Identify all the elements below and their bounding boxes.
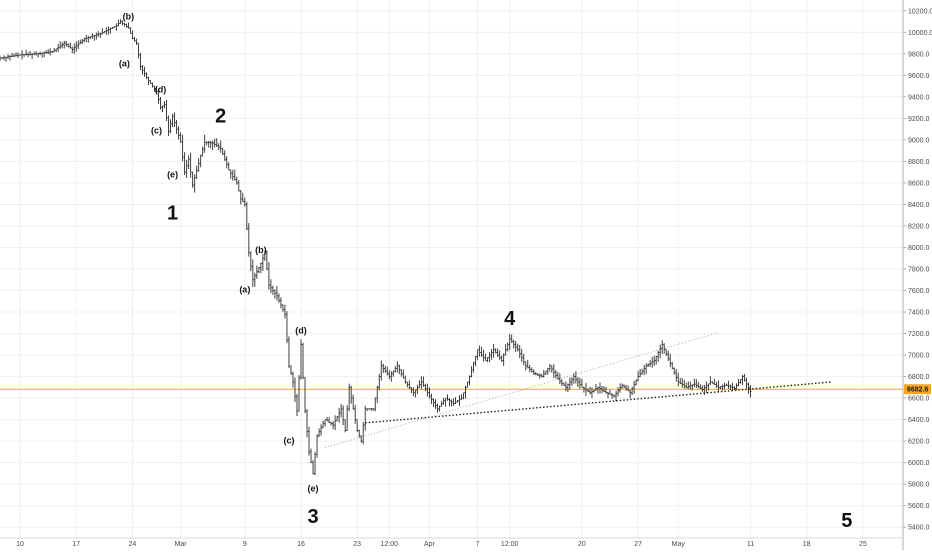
y-tick-label: 8600.0	[908, 180, 930, 187]
x-tick-label: 9	[243, 541, 247, 548]
wave-label-major: 5	[841, 510, 852, 532]
y-tick-label: 6600.0	[908, 396, 930, 403]
x-tick-label: 27	[634, 541, 642, 548]
x-tick-label: Mar	[175, 541, 188, 548]
y-tick-label: 5600.0	[908, 503, 930, 510]
trendline	[324, 332, 719, 448]
wave-label-minor: (d)	[155, 85, 167, 95]
y-tick-label: 5800.0	[908, 482, 930, 489]
wave-labels: (b) (a) (d) (c) (e) 1 2 (b) (a) (d) (c) (e) 3 4 5	[119, 11, 852, 532]
x-tick-label: 16	[297, 541, 305, 548]
y-tick-label: 6800.0	[908, 374, 930, 381]
x-tick-label: 7	[476, 541, 480, 548]
wave-label-minor: (e)	[308, 484, 319, 494]
wave-label-major: 2	[215, 106, 226, 128]
y-tick-label: 8800.0	[908, 159, 930, 166]
wave-label-minor: (c)	[151, 125, 162, 135]
x-tick-label: 12:00	[501, 541, 519, 548]
y-tick-label: 8200.0	[908, 223, 930, 230]
y-tick-label: 7600.0	[908, 288, 930, 295]
current-price-tag-label: 6682.6	[907, 387, 929, 394]
x-tick-label: 12:00	[381, 541, 399, 548]
x-tick-label: 18	[803, 541, 811, 548]
x-tick-label: 10	[16, 541, 24, 548]
x-tick-label: 17	[72, 541, 80, 548]
x-tick-label: 24	[129, 541, 137, 548]
y-tick-label: 9800.0	[908, 51, 930, 58]
wave-label-minor: (a)	[239, 285, 250, 295]
wave-label-minor: (d)	[295, 326, 307, 336]
price-bars	[0, 19, 752, 476]
y-tick-label: 6200.0	[908, 439, 930, 446]
y-tick-label: 7000.0	[908, 353, 930, 360]
y-tick-label: 7200.0	[908, 331, 930, 338]
current-price-tag	[904, 384, 931, 395]
y-tick-label: 7400.0	[908, 310, 930, 317]
x-tick-label: 11	[747, 541, 754, 548]
y-tick-label: 9600.0	[908, 73, 930, 80]
trendline	[365, 381, 831, 424]
wave-label-minor: (b)	[255, 245, 267, 255]
wave-label-major: 4	[504, 308, 516, 330]
y-tick-label: 9400.0	[908, 94, 930, 101]
y-tick-label: 6400.0	[908, 417, 930, 424]
y-tick-label: 7800.0	[908, 267, 930, 274]
y-tick-label: 9000.0	[908, 137, 930, 144]
y-tick-label: 5400.0	[908, 525, 930, 532]
y-tick-label: 9200.0	[908, 116, 930, 123]
current-price-tag-group: 6682.6	[904, 384, 931, 395]
x-tick-label: Apr	[424, 541, 436, 548]
wave-label-minor: (e)	[167, 170, 178, 180]
x-tick-label: 20	[578, 541, 586, 548]
y-tick-label: 6000.0	[908, 460, 930, 467]
wave-label-minor: (c)	[283, 435, 294, 445]
y-tick-label: 10000.0	[908, 30, 932, 37]
y-tick-label: 8400.0	[908, 202, 930, 209]
wave-label-major: 3	[307, 506, 318, 528]
trendlines	[324, 332, 831, 448]
x-tick-label: May	[672, 541, 686, 548]
x-tick-label: 23	[353, 541, 361, 548]
x-tick-label: 25	[859, 541, 867, 548]
wave-label-major: 1	[167, 203, 178, 225]
wave-label-minor: (a)	[119, 59, 130, 69]
y-tick-label: 10200.0	[908, 8, 932, 15]
y-tick-label: 8000.0	[908, 245, 930, 252]
wave-label-minor: (b)	[123, 11, 135, 21]
grid	[0, 0, 903, 538]
